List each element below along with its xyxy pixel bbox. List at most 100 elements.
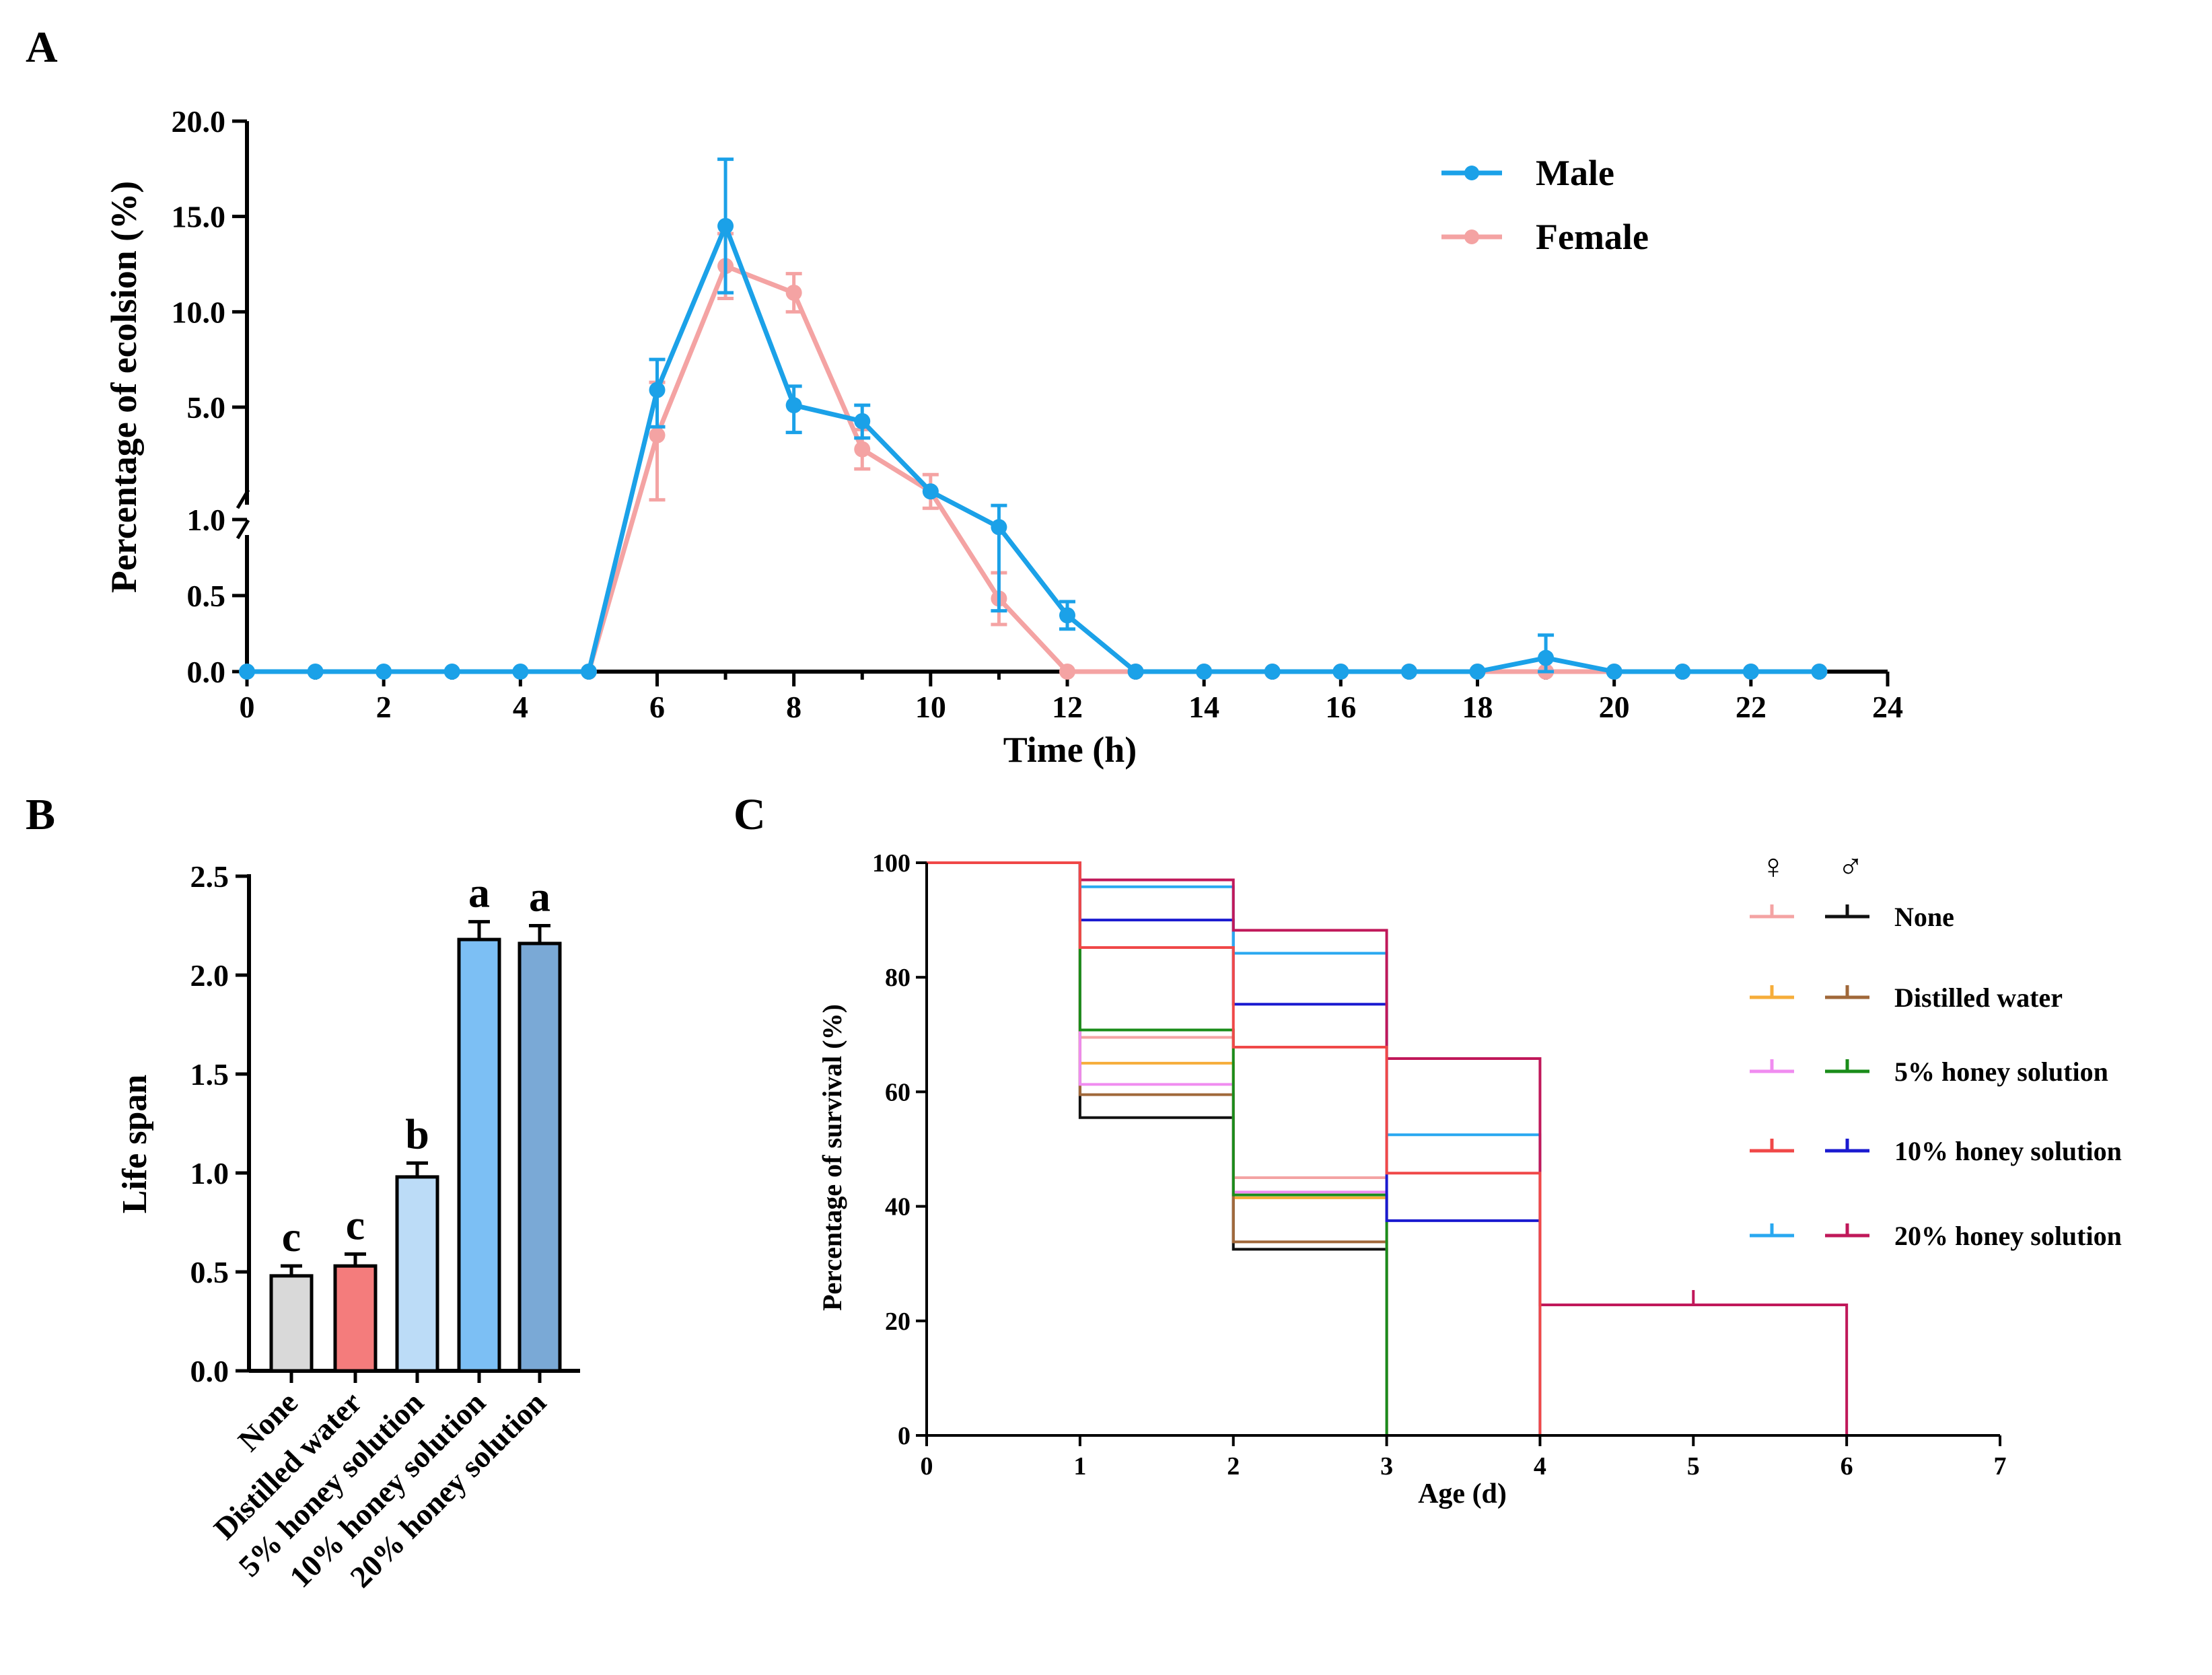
chart-b-y-axis-label: Life span: [116, 1075, 154, 1214]
data-point-male: [649, 382, 666, 398]
data-point-female: [854, 441, 871, 458]
series-line-female: [586, 263, 1820, 674]
data-point-male: [922, 483, 939, 500]
series-line-male: [247, 223, 1820, 674]
chart-b-y-tick-label: 0.5: [190, 1255, 229, 1289]
chart-a-y-tick-label: 15.0: [172, 200, 226, 234]
significance-letter: c: [282, 1213, 301, 1260]
chart-a-y-tick-label: 0.5: [187, 579, 226, 613]
chart-c-series: [927, 861, 1849, 1435]
bar: [269, 1274, 314, 1373]
chart-c-y-tick-label: 80: [885, 964, 911, 992]
legend-label-distilled-water: Distilled water: [1894, 983, 2063, 1013]
legend-male-label: Male: [1536, 153, 1614, 193]
legend-label-5-honey-solution: 5% honey solution: [1894, 1057, 2108, 1087]
chart-b-y-tick-label: 0.0: [190, 1354, 229, 1388]
data-point-male: [1538, 649, 1555, 666]
chart-a-ticks: 0 2 4 6 8 10 12 14 16 18 20 22 240.00.51.05.010.015.…: [172, 104, 1904, 724]
chart-a-legend: Male Female: [1441, 153, 1649, 257]
data-point-male: [991, 519, 1007, 536]
data-point-male: [1674, 664, 1691, 680]
chart-c-x-tick-label: 5: [1687, 1452, 1700, 1481]
chart-c-x-tick-label: 3: [1380, 1452, 1393, 1481]
legend-female-label: Female: [1536, 217, 1649, 257]
chart-a-x-tick-label: 0: [240, 690, 255, 724]
chart-a-x-tick-label: 24: [1872, 690, 1903, 724]
chart-a-x-tick-label: 22: [1736, 690, 1767, 724]
chart-c-y-tick-label: 40: [885, 1193, 911, 1221]
chart-c-x-tick-label: 0: [921, 1452, 933, 1481]
bar: [518, 941, 562, 1373]
significance-letter: a: [468, 869, 490, 917]
chart-c-x-tick-label: 2: [1227, 1452, 1240, 1481]
data-point-male: [785, 397, 802, 414]
chart-a-series: [239, 157, 1828, 680]
legend-male-symbol: ♂: [1838, 848, 1864, 886]
data-point-male: [512, 664, 529, 680]
chart-c-y-axis-label: Percentage of survival (%): [817, 1004, 847, 1311]
data-point-male: [376, 664, 392, 680]
ecolosion-line-chart: 0 2 4 6 8 10 12 14 16 18 20 22 240.00.51.05.010.015.…: [104, 104, 1903, 770]
chart-a-y-tick-label: 10.0: [172, 295, 226, 329]
significance-letter: c: [346, 1201, 365, 1249]
chart-a-x-tick-label: 2: [376, 690, 392, 724]
data-point-male: [854, 413, 871, 429]
data-point-male: [1469, 664, 1486, 680]
legend-label-10-honey-solution: 10% honey solution: [1894, 1136, 2122, 1166]
survival-curve-10-honey-solution-: [927, 861, 1542, 1435]
bar: [395, 1175, 439, 1373]
data-point-male: [1264, 664, 1281, 680]
bar: [333, 1264, 378, 1373]
data-point-male: [1059, 607, 1075, 624]
chart-b-y-tick-label: 1.0: [190, 1156, 229, 1190]
data-point-male: [1400, 664, 1417, 680]
chart-a-axis-break-mark: [236, 519, 250, 540]
data-point-male: [239, 664, 255, 680]
legend-label-none: None: [1894, 902, 1954, 932]
chart-c-x-tick-label: 1: [1073, 1452, 1086, 1481]
data-point-male: [307, 664, 324, 680]
data-point-male: [1127, 664, 1144, 680]
chart-c-y-tick-label: 0: [898, 1422, 911, 1450]
chart-c-x-tick-label: 4: [1534, 1452, 1546, 1481]
chart-a-x-tick-label: 12: [1052, 690, 1083, 724]
bar: [457, 937, 501, 1373]
chart-a-y-tick-label: 1.0: [187, 503, 226, 537]
data-point-male: [1811, 664, 1828, 680]
chart-a-x-axis-label: Time (h): [1003, 729, 1137, 770]
chart-c-y-tick-label: 20: [885, 1308, 911, 1336]
chart-b-y-tick-label: 1.5: [190, 1057, 229, 1092]
chart-a-x-tick-label: 6: [649, 690, 665, 724]
panel-label-c: C: [734, 790, 766, 839]
legend-female-marker: [1464, 229, 1479, 244]
chart-a-x-tick-label: 14: [1188, 690, 1219, 724]
chart-a-x-tick-label: 8: [786, 690, 801, 724]
data-point-male: [1332, 664, 1349, 680]
panel-label-b: B: [26, 790, 55, 839]
data-point-male: [1742, 664, 1759, 680]
chart-a-y-axis-label: Percentage of ecolsion (%): [104, 181, 144, 593]
data-point-male: [1196, 664, 1213, 680]
chart-a-x-tick-label: 10: [915, 690, 946, 724]
chart-c-y-tick-label: 100: [872, 849, 911, 878]
data-point-male: [443, 664, 460, 680]
chart-c-legend: ♀ ♂ None Distilled water 5% honey solution…: [1750, 848, 2122, 1251]
data-point-male: [717, 217, 734, 234]
chart-a-x-tick-label: 18: [1462, 690, 1493, 724]
chart-c-x-tick-label: 7: [1994, 1452, 2007, 1481]
chart-a-y-tick-label: 20.0: [172, 104, 226, 139]
chart-c-x-axis-label: Age (d): [1418, 1478, 1507, 1509]
chart-a-x-tick-label: 4: [513, 690, 528, 724]
chart-a-axis-break-mark: [236, 489, 250, 509]
chart-c-x-tick-label: 6: [1841, 1452, 1853, 1481]
data-point-male: [580, 664, 597, 680]
legend-female-symbol: ♀: [1760, 848, 1787, 886]
legend-label-20-honey-solution: 20% honey solution: [1894, 1221, 2122, 1251]
survival-step-chart: 0 1 2 3 4 5 6 7 0 20 40 60 80 100 Age (d) Percentage …: [817, 848, 2122, 1509]
chart-a-x-tick-label: 20: [1599, 690, 1630, 724]
chart-b-y-tick-label: 2.5: [190, 859, 229, 894]
significance-letter: b: [405, 1110, 429, 1157]
chart-a-y-tick-label: 0.0: [187, 655, 226, 689]
chart-a-y-tick-label: 5.0: [187, 390, 226, 425]
